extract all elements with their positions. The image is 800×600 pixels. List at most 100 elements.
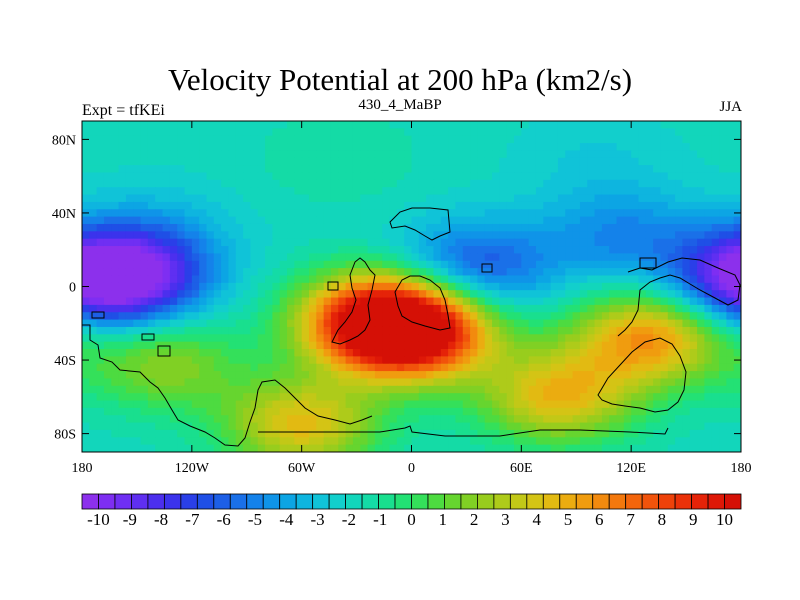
field-cell [184,231,193,240]
field-cell [675,194,684,203]
field-cell [418,429,427,438]
field-cell [455,275,464,284]
field-cell [294,378,303,387]
field-cell [477,121,486,129]
field-cell [689,157,698,166]
field-cell [433,415,442,424]
field-cell [330,407,339,416]
field-cell [301,304,310,313]
field-cell [279,201,288,210]
field-cell [616,128,625,137]
field-cell [565,150,574,159]
field-cell [557,246,566,254]
field-cell [147,216,156,225]
field-cell [338,290,347,299]
field-cell [360,209,369,218]
field-cell [653,253,662,262]
field-cell [330,209,339,218]
field-cell [689,444,698,452]
field-cell [250,135,259,144]
field-cell [492,143,500,152]
field-cell [579,179,588,188]
field-cell [140,444,149,452]
field-cell [155,312,164,321]
field-cell [667,429,676,438]
field-cell [492,319,500,328]
field-cell [514,216,522,225]
field-cell [565,349,574,357]
field-cell [484,326,493,335]
field-cell [521,363,530,372]
field-cell [601,135,610,144]
field-cell [191,179,200,188]
field-cell [125,238,134,247]
field-cell [433,437,442,446]
field-cell [719,282,727,291]
field-cell [177,201,186,210]
field-cell [587,246,596,254]
field-cell [418,135,427,144]
field-cell [257,326,266,335]
field-cell [719,268,727,277]
field-cell [111,121,120,129]
field-cell [213,422,222,431]
field-cell [396,312,405,321]
field-cell [396,371,405,380]
field-cell [111,304,120,313]
field-cell [477,143,486,152]
field-cell [492,223,500,232]
field-cell [228,187,237,196]
field-cell [133,268,142,277]
field-cell [675,334,684,343]
field-cell [199,444,208,452]
field-cell [638,349,647,357]
field-cell [506,290,515,299]
field-cell [587,268,596,277]
field-cell [111,407,120,416]
field-cell [257,157,266,166]
field-cell [301,444,310,452]
field-cell [243,253,252,262]
field-cell [221,282,230,291]
field-cell [125,121,134,129]
field-cell [338,238,347,247]
field-cell [514,121,522,129]
field-cell [272,223,281,232]
field-cell [440,194,449,203]
field-cell [316,246,325,254]
field-cell [528,422,537,431]
field-cell [404,223,413,232]
field-cell [345,415,354,424]
field-cell [675,231,684,240]
field-cell [96,121,105,129]
field-cell [675,216,684,225]
field-cell [301,312,310,321]
field-cell [89,304,98,313]
field-cell [557,157,566,166]
field-cell [133,179,142,188]
field-cell [96,128,105,137]
field-cell [287,246,295,254]
field-cell [514,150,522,159]
field-cell [492,356,500,365]
field-cell [389,356,398,365]
field-cell [396,165,405,174]
field-cell [396,290,405,299]
field-cell [660,312,669,321]
field-cell [521,326,530,335]
field-cell [389,444,398,452]
field-cell [265,150,273,159]
field-cell [733,378,741,387]
field-cell [125,437,134,446]
field-cell [162,157,171,166]
field-cell [448,304,457,313]
field-cell [316,437,325,446]
field-cell [675,407,684,416]
field-cell [572,429,581,438]
field-cell [557,422,566,431]
field-cell [426,223,435,232]
field-cell [155,194,164,203]
field-cell [704,201,713,210]
field-cell [243,371,252,380]
field-cell [506,165,515,174]
